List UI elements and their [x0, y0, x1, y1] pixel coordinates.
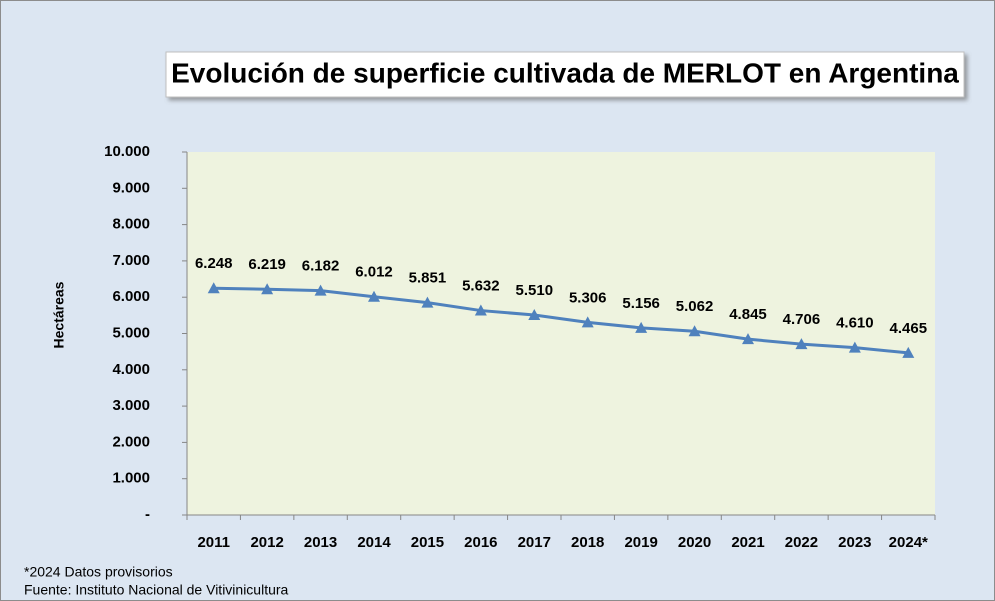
- title-box: [165, 51, 965, 98]
- data-label: 4.845: [729, 306, 767, 323]
- x-tick-label: 2011: [197, 534, 230, 551]
- x-tick-label: 2014: [357, 534, 391, 551]
- y-tick-label: 3.000: [112, 397, 150, 414]
- data-label: 5.632: [462, 278, 500, 295]
- footnote: *2024 Datos provisorios: [24, 564, 173, 580]
- y-tick-label: 8.000: [112, 216, 150, 233]
- marker: [848, 341, 861, 353]
- y-tick-label: 1.000: [112, 470, 150, 487]
- marker: [528, 308, 541, 320]
- marker: [368, 290, 380, 302]
- plot-area: [187, 152, 935, 515]
- marker: [314, 284, 327, 296]
- x-tick-label: 2022: [785, 534, 818, 551]
- marker: [207, 282, 220, 294]
- data-label: 6.182: [302, 258, 340, 275]
- x-tick-label: 2023: [838, 534, 871, 551]
- y-tick-label: 6.000: [112, 288, 150, 305]
- y-tick-label: 5.000: [112, 324, 150, 341]
- source: Fuente: Instituto Nacional de Vitivinicu…: [24, 582, 289, 598]
- data-label: 5.306: [569, 289, 607, 306]
- chart-title: Evolución de superficie cultivada de MER…: [171, 57, 959, 88]
- marker: [474, 304, 487, 316]
- data-label: 6.012: [355, 264, 393, 281]
- data-label: 5.851: [409, 270, 447, 287]
- marker: [742, 333, 754, 345]
- x-tick-label: 2020: [678, 534, 711, 551]
- marker: [261, 283, 274, 295]
- x-tick-label: 2024*: [889, 534, 928, 551]
- data-label: 4.465: [890, 320, 928, 337]
- x-tick-label: 2018: [571, 534, 604, 551]
- y-axis-label: Hectáreas: [51, 281, 67, 348]
- x-tick-label: 2013: [304, 534, 337, 551]
- data-label: 5.156: [622, 295, 660, 312]
- x-tick-label: 2021: [731, 534, 764, 551]
- y-tick-label: -: [145, 506, 150, 523]
- data-label: 5.510: [516, 282, 554, 299]
- marker: [688, 325, 701, 337]
- data-label: 6.219: [248, 256, 286, 273]
- x-tick-label: 2019: [624, 534, 657, 551]
- x-tick-label: 2016: [464, 534, 497, 551]
- y-tick-label: 10.000: [104, 143, 150, 160]
- x-tick-label: 2015: [411, 534, 444, 551]
- marker: [421, 296, 434, 308]
- data-label: 6.248: [195, 255, 233, 272]
- marker: [902, 346, 915, 358]
- line: [213, 286, 909, 355]
- y-tick-label: 2.000: [112, 433, 150, 450]
- marker: [635, 321, 648, 333]
- data-label: 4.610: [836, 315, 874, 332]
- x-tick-label: 2012: [250, 534, 283, 551]
- x-tick-label: 2017: [518, 534, 551, 551]
- y-tick-label: 9.000: [112, 179, 150, 196]
- y-tick-label: 7.000: [112, 252, 150, 269]
- data-label: 5.062: [676, 298, 714, 315]
- marker: [581, 316, 594, 328]
- marker: [795, 338, 808, 350]
- y-tick-label: 4.000: [112, 361, 150, 378]
- data-label: 4.706: [783, 311, 821, 328]
